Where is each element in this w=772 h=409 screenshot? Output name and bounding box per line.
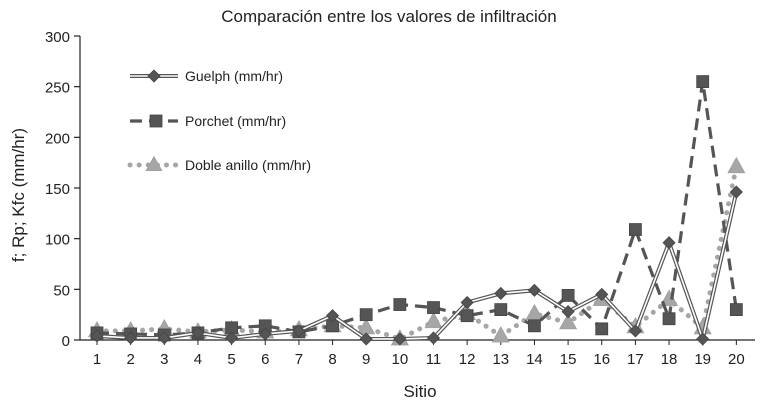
x-tick-label: 5 — [227, 351, 235, 368]
x-tick-label: 17 — [627, 351, 644, 368]
legend-guelph-label: Guelph (mm/hr) — [185, 68, 283, 84]
guelph-point — [595, 287, 609, 301]
x-tick-label: 10 — [392, 351, 409, 368]
legend: Guelph (mm/hr) Porchet (mm/hr) Doble anill… — [127, 68, 311, 173]
series-guelph — [90, 185, 743, 347]
series-doble-anillo — [87, 156, 746, 346]
y-tick-label: 250 — [45, 80, 70, 97]
guelph-point — [729, 185, 743, 199]
guelph-point — [460, 295, 474, 310]
x-tick-label: 6 — [261, 351, 269, 368]
y-tick-label: 200 — [45, 130, 70, 147]
x-tick-label: 2 — [126, 351, 134, 368]
guelph-point — [628, 324, 642, 338]
porchet-point — [427, 301, 440, 314]
guelph-point — [393, 332, 407, 346]
x-tick-label: 14 — [526, 351, 543, 368]
y-tick-label: 0 — [62, 333, 70, 350]
guelph-point — [426, 331, 441, 345]
x-tick-label: 16 — [593, 351, 610, 368]
guelph-point — [90, 329, 104, 343]
guelph-point — [124, 331, 138, 345]
doble-anillo-point — [525, 303, 544, 321]
y-axis-title: f; Rp; Kfc (mm/hr) — [9, 128, 28, 262]
porchet-point — [696, 75, 710, 88]
doble-anillo-point — [727, 156, 746, 174]
porchet-point — [629, 223, 642, 236]
x-tick-label: 15 — [560, 351, 577, 368]
x-tick-label: 20 — [728, 351, 745, 368]
guelph-point — [191, 326, 205, 340]
guelph-point — [157, 331, 171, 345]
x-tick-label: 8 — [328, 351, 336, 368]
legend-porchet-marker — [149, 114, 163, 128]
guelph-point — [696, 332, 710, 346]
x-tick-label: 11 — [426, 351, 442, 368]
porchet-point — [393, 298, 407, 311]
guelph-point — [662, 236, 676, 250]
y-axis-ticks: 0 50 100 150 200 250 300 — [45, 29, 80, 350]
y-tick-label: 150 — [45, 181, 70, 198]
porchet-point — [662, 312, 676, 326]
guelph-point — [258, 327, 272, 341]
x-tick-label: 4 — [194, 351, 202, 368]
chart-title: Comparación entre los valores de infiltr… — [221, 7, 556, 26]
legend-porchet-label: Porchet (mm/hr) — [185, 113, 286, 129]
porchet-point — [460, 309, 474, 323]
porchet-point — [595, 322, 609, 336]
x-tick-label: 7 — [295, 351, 303, 368]
guelph-point — [561, 305, 575, 319]
guelph-point — [292, 324, 306, 338]
y-tick-label: 300 — [45, 29, 70, 46]
porchet-point — [359, 308, 373, 322]
x-tick-label: 12 — [459, 351, 476, 368]
legend-guelph-marker — [147, 69, 161, 83]
guelph-point — [359, 332, 373, 346]
doble-anillo-point — [424, 311, 443, 329]
x-tick-label: 3 — [160, 351, 168, 368]
y-tick-label: 100 — [45, 232, 70, 249]
porchet-point — [561, 289, 575, 302]
x-tick-label: 18 — [661, 351, 678, 368]
guelph-point — [527, 283, 542, 297]
x-axis-ticks: 1 2 3 4 5 6 7 8 9 10 11 12 13 14 15 16 17 18 19 20 — [93, 340, 745, 368]
porchet-point — [729, 303, 743, 317]
x-tick-label: 19 — [694, 351, 711, 368]
legend-doble-anillo-label: Doble anillo (mm/hr) — [185, 157, 311, 173]
guelph-point — [494, 286, 508, 300]
x-tick-label: 9 — [362, 351, 370, 368]
series-guelph-line-inner — [96, 191, 738, 342]
guelph-point — [225, 331, 239, 345]
guelph-point — [325, 309, 340, 323]
x-tick-label: 1 — [93, 351, 101, 368]
porchet-point — [528, 319, 541, 333]
x-axis-title: Sitio — [403, 382, 436, 401]
series-layer — [87, 75, 746, 347]
doble-anillo-point — [491, 326, 510, 343]
doble-anillo-point — [559, 312, 578, 330]
porchet-point — [494, 303, 508, 317]
x-tick-label: 13 — [492, 351, 509, 368]
y-tick-label: 50 — [53, 282, 70, 299]
legend-doble-anillo-marker — [145, 155, 163, 172]
